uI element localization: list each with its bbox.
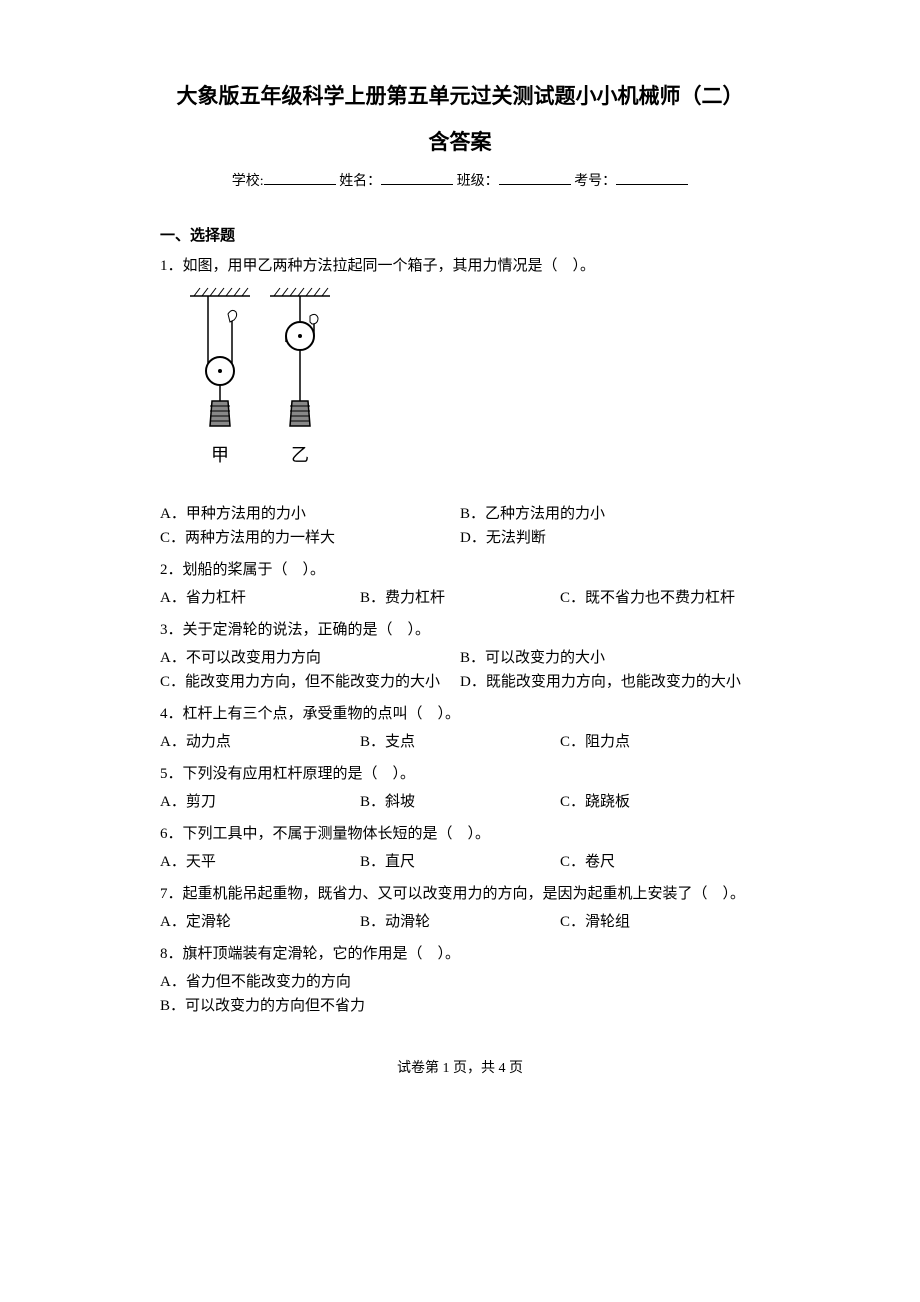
q1-options: A．甲种方法用的力小 B．乙种方法用的力小 C．两种方法用的力一样大 D．无法判… <box>160 502 760 550</box>
q1-text: 1．如图，用甲乙两种方法拉起同一个箱子，其用力情况是（ ）。 <box>160 254 760 278</box>
q5-optC: C．跷跷板 <box>560 790 760 814</box>
name-label: 姓名： <box>339 174 381 189</box>
q8-options: A．省力但不能改变力的方向 B．可以改变力的方向但不省力 <box>160 970 760 1018</box>
svg-text:乙: 乙 <box>291 445 309 465</box>
question-8: 8．旗杆顶端装有定滑轮，它的作用是（ ）。 A．省力但不能改变力的方向 B．可以… <box>160 942 760 1018</box>
q8-text: 8．旗杆顶端装有定滑轮，它的作用是（ ）。 <box>160 942 760 966</box>
q6-options: A．天平 B．直尺 C．卷尺 <box>160 850 760 874</box>
exam-no-label: 考号： <box>574 174 616 189</box>
q6-optB: B．直尺 <box>360 850 560 874</box>
q4-optB: B．支点 <box>360 730 560 754</box>
q1-optB: B．乙种方法用的力小 <box>460 502 760 526</box>
question-7: 7．起重机能吊起重物，既省力、又可以改变用力的方向，是因为起重机上安装了（ ）。… <box>160 882 760 934</box>
q4-optC: C．阻力点 <box>560 730 760 754</box>
question-3: 3．关于定滑轮的说法，正确的是（ ）。 A．不可以改变用力方向 B．可以改变力的… <box>160 618 760 694</box>
class-blank <box>499 171 571 185</box>
q6-text: 6．下列工具中，不属于测量物体长短的是（ ）。 <box>160 822 760 846</box>
q2-optA: A．省力杠杆 <box>160 586 360 610</box>
q1-optC: C．两种方法用的力一样大 <box>160 526 460 550</box>
question-1: 1．如图，用甲乙两种方法拉起同一个箱子，其用力情况是（ ）。 <box>160 254 760 550</box>
question-2: 2．划船的桨属于（ ）。 A．省力杠杆 B．费力杠杆 C．既不省力也不费力杠杆 <box>160 558 760 610</box>
q6-optA: A．天平 <box>160 850 360 874</box>
q4-options: A．动力点 B．支点 C．阻力点 <box>160 730 760 754</box>
q6-optC: C．卷尺 <box>560 850 760 874</box>
q8-optA: A．省力但不能改变力的方向 <box>160 970 760 994</box>
q3-options: A．不可以改变用力方向 B．可以改变力的大小 C．能改变用力方向，但不能改变力的… <box>160 646 760 694</box>
student-info-line: 学校: 姓名： 班级： 考号： <box>160 171 760 193</box>
page-title: 大象版五年级科学上册第五单元过关测试题小小机械师（二） <box>160 80 760 114</box>
q3-text: 3．关于定滑轮的说法，正确的是（ ）。 <box>160 618 760 642</box>
school-blank <box>264 171 336 185</box>
q5-optB: B．斜坡 <box>360 790 560 814</box>
svg-text:甲: 甲 <box>211 445 229 465</box>
class-label: 班级： <box>457 174 499 189</box>
q7-optB: B．动滑轮 <box>360 910 560 934</box>
q5-options: A．剪刀 B．斜坡 C．跷跷板 <box>160 790 760 814</box>
q1-optA: A．甲种方法用的力小 <box>160 502 460 526</box>
q3-optD: D．既能改变用力方向，也能改变力的大小 <box>460 670 760 694</box>
section-header: 一、选择题 <box>160 224 760 248</box>
q1-optD: D．无法判断 <box>460 526 760 550</box>
q7-text: 7．起重机能吊起重物，既省力、又可以改变用力的方向，是因为起重机上安装了（ ）。 <box>160 882 760 906</box>
q7-optC: C．滑轮组 <box>560 910 760 934</box>
q1-figure: 甲 <box>180 286 760 494</box>
q5-optA: A．剪刀 <box>160 790 360 814</box>
q7-optA: A．定滑轮 <box>160 910 360 934</box>
question-4: 4．杠杆上有三个点，承受重物的点叫（ ）。 A．动力点 B．支点 C．阻力点 <box>160 702 760 754</box>
q4-optA: A．动力点 <box>160 730 360 754</box>
q2-optC: C．既不省力也不费力杠杆 <box>560 586 760 610</box>
q2-options: A．省力杠杆 B．费力杠杆 C．既不省力也不费力杠杆 <box>160 586 760 610</box>
q8-optB: B．可以改变力的方向但不省力 <box>160 994 760 1018</box>
school-label: 学校: <box>232 174 264 189</box>
page-subtitle: 含答案 <box>160 126 760 160</box>
page-footer: 试卷第 1 页，共 4 页 <box>160 1058 760 1080</box>
q2-text: 2．划船的桨属于（ ）。 <box>160 558 760 582</box>
q3-optA: A．不可以改变用力方向 <box>160 646 460 670</box>
name-blank <box>381 171 453 185</box>
exam-no-blank <box>616 171 688 185</box>
q5-text: 5．下列没有应用杠杆原理的是（ ）。 <box>160 762 760 786</box>
q2-optB: B．费力杠杆 <box>360 586 560 610</box>
q3-optC: C．能改变用力方向，但不能改变力的大小 <box>160 670 460 694</box>
q4-text: 4．杠杆上有三个点，承受重物的点叫（ ）。 <box>160 702 760 726</box>
question-5: 5．下列没有应用杠杆原理的是（ ）。 A．剪刀 B．斜坡 C．跷跷板 <box>160 762 760 814</box>
q7-options: A．定滑轮 B．动滑轮 C．滑轮组 <box>160 910 760 934</box>
question-6: 6．下列工具中，不属于测量物体长短的是（ ）。 A．天平 B．直尺 C．卷尺 <box>160 822 760 874</box>
q3-optB: B．可以改变力的大小 <box>460 646 760 670</box>
